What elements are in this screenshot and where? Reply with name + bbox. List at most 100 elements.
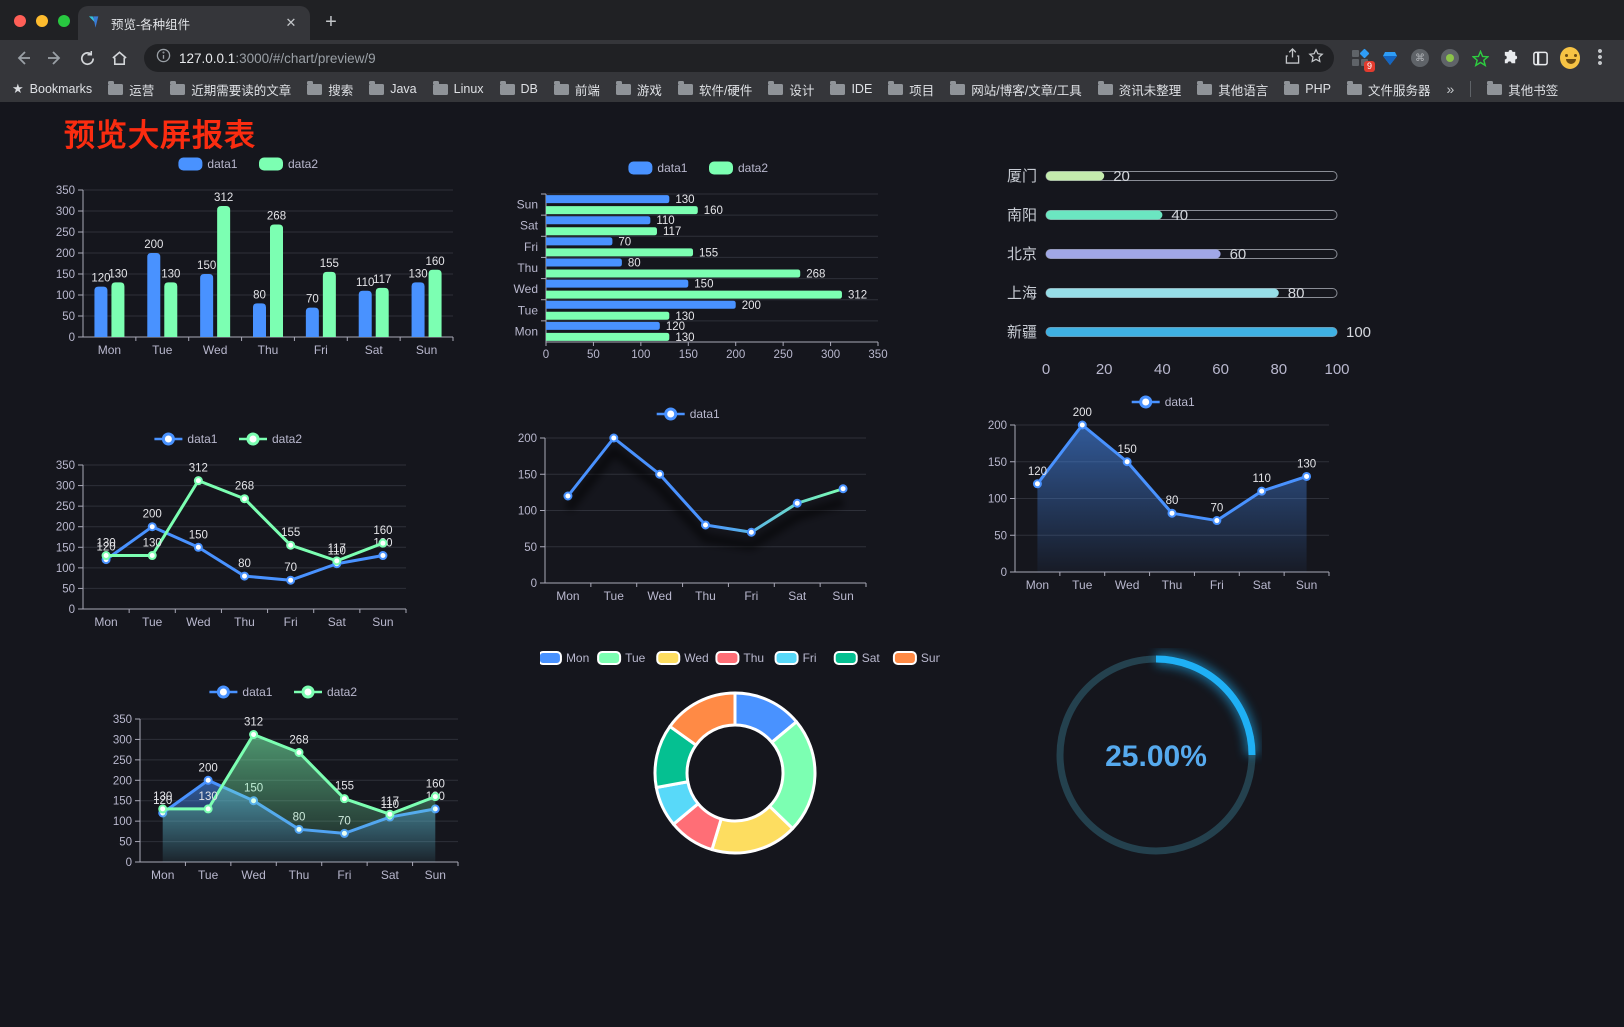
grouped-bar-chart[interactable]: data1 data2 0 50 100 150 200 250 300 350 Mon Tue Wed… [35, 150, 465, 362]
bookmark-folder[interactable]: IDE [830, 80, 872, 96]
browser-tab[interactable]: 预览-各种组件 ✕ [78, 6, 310, 40]
bookmark-folder[interactable]: 设计 [768, 80, 814, 99]
svg-text:20: 20 [1113, 168, 1130, 185]
reload-icon[interactable] [74, 45, 100, 71]
back-icon[interactable] [10, 45, 36, 71]
svg-text:130: 130 [1297, 458, 1316, 470]
svg-text:Thu: Thu [695, 589, 716, 603]
side-panel-icon[interactable] [1530, 48, 1550, 68]
extension-gem-icon[interactable] [1380, 48, 1400, 68]
svg-text:data2: data2 [272, 432, 302, 446]
tab-close-icon[interactable]: ✕ [285, 15, 297, 30]
bookmark-folder[interactable]: Java [369, 80, 417, 96]
bookmark-folder[interactable]: 其他语言 [1197, 80, 1268, 99]
svg-text:130: 130 [161, 268, 180, 280]
svg-text:40: 40 [1154, 361, 1171, 378]
other-bookmarks[interactable]: 其他书签 [1487, 80, 1558, 99]
area-line-chart[interactable]: data1 0 50 100 150 200 Mon Tue Wed Thu Fri Sat Sun 12… [985, 390, 1345, 592]
svg-text:Wed: Wed [1115, 578, 1139, 592]
svg-text:120: 120 [153, 795, 172, 807]
progress-bars-chart[interactable]: 厦门 20 南阳 40 北京 60 上海 80 新疆 100 0 20 40 60 80 100 [985, 160, 1390, 385]
extensions-puzzle-icon[interactable] [1500, 48, 1520, 68]
zoom-window-button[interactable] [58, 15, 70, 27]
svg-text:155: 155 [335, 781, 354, 793]
folder-icon [170, 80, 186, 95]
svg-text:data1: data1 [657, 161, 687, 175]
share-icon[interactable] [1285, 47, 1300, 69]
svg-text:80: 80 [1270, 361, 1287, 378]
star-icon: ★ [12, 81, 24, 96]
gradient-line-chart[interactable]: data1 0 50 100 150 200 Mon Tue Wed Thu Fri Sat Sun [500, 402, 880, 612]
browser-menu-icon[interactable]: • • • [1597, 43, 1603, 72]
extension-badge: 9 [1363, 61, 1375, 72]
folder-icon [553, 80, 569, 95]
svg-text:50: 50 [587, 349, 600, 361]
bookmarks-overflow-icon[interactable]: » [1446, 81, 1455, 97]
gauge-chart[interactable]: 25.00% [1052, 648, 1262, 868]
home-icon[interactable] [106, 45, 132, 71]
extension-star-icon[interactable] [1470, 48, 1490, 68]
svg-text:350: 350 [56, 185, 75, 197]
svg-text:200: 200 [518, 433, 537, 445]
folder-icon [1197, 80, 1213, 95]
bookmark-folder[interactable]: 网站/博客/文章/工具 [950, 80, 1082, 99]
svg-text:130: 130 [153, 791, 172, 803]
svg-text:Wed: Wed [203, 343, 227, 357]
minimize-window-button[interactable] [36, 15, 48, 27]
bookmark-folder[interactable]: 游戏 [615, 80, 662, 99]
forward-icon[interactable] [42, 45, 68, 71]
svg-text:70: 70 [306, 294, 319, 306]
bookmark-folder[interactable]: 搜索 [307, 80, 353, 99]
svg-text:80: 80 [1288, 285, 1305, 302]
svg-text:Thu: Thu [1162, 578, 1183, 592]
bookmark-star-icon[interactable] [1308, 47, 1324, 69]
close-window-button[interactable] [14, 15, 26, 27]
bookmark-folder[interactable]: Linux [432, 80, 484, 96]
bookmark-folder[interactable]: 近期需要读的文章 [170, 80, 291, 99]
horizontal-bar-chart[interactable]: data1 data2 0 50 100 150 200 250 300 350 Sun Sat Fri… [500, 154, 900, 366]
svg-text:0: 0 [543, 349, 549, 361]
svg-text:350: 350 [56, 460, 75, 472]
url-text[interactable]: 127.0.0.1:3000/#/chart/preview/9 [179, 50, 376, 66]
bookmark-folder[interactable]: 前端 [553, 80, 600, 99]
svg-text:268: 268 [267, 210, 286, 222]
svg-text:20: 20 [1096, 361, 1113, 378]
bookmark-folder[interactable]: PHP [1284, 80, 1331, 96]
svg-text:Mon: Mon [556, 589, 579, 603]
svg-text:50: 50 [119, 837, 132, 849]
address-bar[interactable]: 127.0.0.1:3000/#/chart/preview/9 [144, 44, 1334, 72]
svg-text:150: 150 [988, 457, 1007, 469]
bookmark-folder[interactable]: 文件服务器 [1346, 80, 1430, 99]
svg-text:200: 200 [56, 522, 75, 534]
svg-text:100: 100 [113, 816, 132, 828]
bookmarks-root[interactable]: ★ Bookmarks [12, 81, 92, 97]
svg-text:160: 160 [425, 256, 444, 268]
svg-text:268: 268 [289, 735, 308, 747]
extension-dot-icon[interactable] [1440, 48, 1460, 68]
bookmark-folder[interactable]: 软件/硬件 [677, 80, 752, 99]
bookmark-folder[interactable]: 资讯未整理 [1097, 80, 1181, 99]
bookmark-folder[interactable]: 运营 [108, 80, 154, 99]
svg-text:data2: data2 [738, 161, 768, 175]
bookmarks-bar: ★ Bookmarks 运营 近期需要读的文章 搜索 Java Linux DB 前端 游戏软… [0, 76, 1624, 102]
extension-command-icon[interactable]: ⌘ [1410, 48, 1430, 68]
extension-grid-icon[interactable]: 9 [1350, 48, 1375, 72]
new-tab-button[interactable]: + [325, 11, 337, 33]
folder-icon [1284, 80, 1300, 95]
svg-text:100: 100 [518, 506, 537, 518]
two-series-area-chart[interactable]: data1 data2 0 50 100 150 200 250 300 350 Mon Tue Wed… [100, 680, 470, 890]
svg-text:Sat: Sat [862, 651, 881, 665]
svg-text:厦门: 厦门 [1007, 168, 1037, 185]
svg-text:110: 110 [381, 799, 399, 811]
svg-text:312: 312 [848, 290, 867, 302]
svg-text:130: 130 [199, 791, 218, 803]
two-series-line-chart[interactable]: data1 data2 0 50 100 150 200 250 300 350 Mon Tue Wed… [40, 427, 420, 639]
donut-chart[interactable]: Mon Tue Wed Thu Fri Sat Sun [537, 642, 942, 864]
svg-text:250: 250 [113, 755, 132, 767]
bookmark-folder[interactable]: DB [499, 80, 538, 96]
profile-avatar[interactable] [1560, 47, 1580, 69]
svg-text:110: 110 [656, 215, 674, 227]
svg-text:100: 100 [988, 494, 1007, 506]
bookmark-folder[interactable]: 项目 [888, 80, 934, 99]
site-info-icon[interactable] [156, 48, 171, 68]
